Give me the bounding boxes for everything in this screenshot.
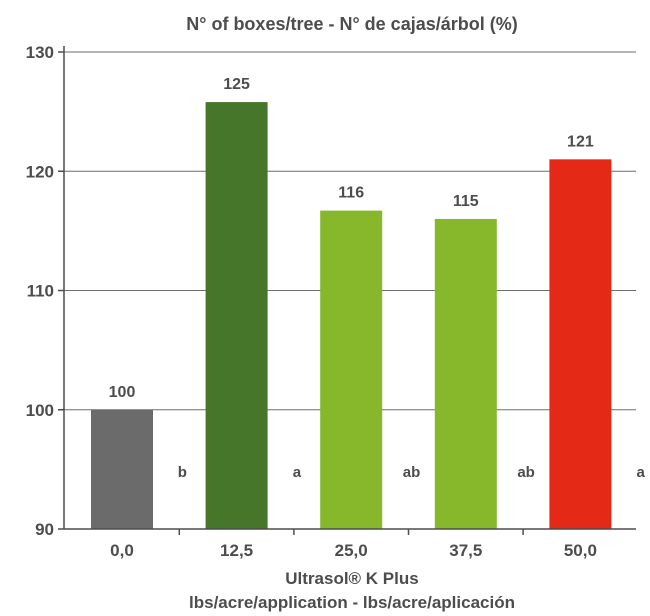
bars [91,102,612,530]
value-label: 116 [338,185,364,202]
bar-50,0 [549,159,612,529]
bar-25,0 [320,210,383,530]
significance-letter: ab [517,464,535,481]
x-tick-label: 0,0 [110,541,134,560]
x-tick-label: 12,5 [220,541,253,560]
y-tick-label: 100 [26,401,54,420]
x-tick-label: 50,0 [564,541,597,560]
bar-37,5 [434,218,497,529]
significance-letter: ab [403,464,421,481]
significance-letter: b [178,464,187,481]
bar-0,0 [91,409,153,529]
value-label: 125 [223,76,250,93]
value-label: 115 [453,193,479,210]
significance-letter: a [293,464,302,481]
y-tick-label: 120 [26,162,54,181]
x-axis-title: Ultrasol® K Plus [285,569,418,588]
labels: 90 100 110 120 130 100 0,0 b 125 12,5 a 116 25,0 ab 11… [26,43,646,560]
value-label: 100 [109,384,136,401]
x-axis-subtitle: lbs/acre/application - lbs/acre/aplicaci… [189,593,515,612]
y-tick-label: 130 [26,43,54,62]
y-tick-label: 90 [35,520,54,539]
y-tick-label: 110 [27,282,54,301]
significance-letter: a [637,464,646,481]
bar-12,5 [205,102,268,530]
x-tick-label: 37,5 [449,541,482,560]
axes [58,46,636,535]
x-tick-label: 25,0 [335,541,368,560]
chart-title: N° of boxes/tree - N° de cajas/árbol (%) [186,14,517,34]
value-label: 121 [567,133,594,150]
